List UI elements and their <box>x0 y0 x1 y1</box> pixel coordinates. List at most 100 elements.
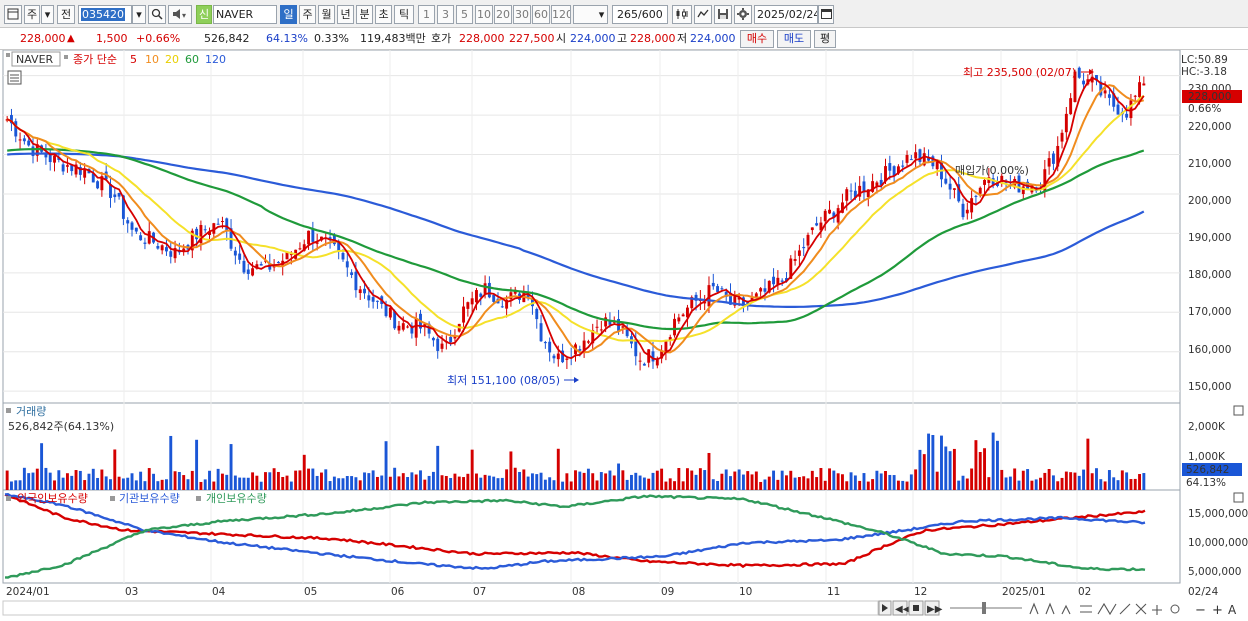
gear-icon[interactable] <box>734 5 752 24</box>
prev-button[interactable]: 전 <box>57 5 75 24</box>
zoom-out-icon[interactable]: − <box>1195 603 1206 618</box>
date-field[interactable]: 2025/02/24 <box>754 5 818 24</box>
volume-bar <box>711 479 715 490</box>
speaker-icon[interactable]: ▾ <box>168 5 192 24</box>
line-tool-icon[interactable] <box>694 5 712 24</box>
candle-body <box>483 283 487 294</box>
tab-second[interactable]: 초 <box>375 5 392 24</box>
stock-chart[interactable]: NAVER 종가 단순 5 10 20 60 120 최고 235,500 (0… <box>0 50 1248 621</box>
tab-week[interactable]: 주 <box>299 5 316 24</box>
tab-year[interactable]: 년 <box>337 5 354 24</box>
sell-button[interactable]: 매도 <box>777 30 811 48</box>
volume-bar <box>978 451 982 490</box>
volume-bar <box>251 472 255 490</box>
draw-tool-icon[interactable] <box>1080 605 1092 613</box>
ma120-line <box>7 152 1145 308</box>
interval-button[interactable]: 120 <box>551 5 571 24</box>
interval-button[interactable]: 3 <box>437 5 454 24</box>
volume-bar <box>582 472 586 490</box>
candle-body <box>117 192 121 197</box>
calendar-icon[interactable] <box>818 5 834 24</box>
candle-body <box>746 301 750 305</box>
bid-value: 228,000 <box>459 32 505 45</box>
interval-button[interactable]: 10 <box>475 5 493 24</box>
zoom-in-icon[interactable]: + <box>1212 603 1223 618</box>
candle-body <box>10 115 13 124</box>
volume-bars <box>5 432 1146 490</box>
volume-bar <box>100 469 104 490</box>
draw-tool-icon[interactable] <box>1135 603 1147 615</box>
horizontal-scrollbar[interactable] <box>2 600 879 616</box>
volume-bar <box>190 470 194 490</box>
volume-bar <box>518 471 521 490</box>
candle-body <box>651 351 655 362</box>
interval-button[interactable]: 5 <box>456 5 473 24</box>
volume-bar <box>888 474 892 490</box>
save-icon[interactable] <box>714 5 732 24</box>
volume-bar <box>940 435 943 490</box>
holding-panel-close-icon[interactable] <box>1233 492 1244 503</box>
forward-button[interactable] <box>924 600 940 616</box>
interval-button[interactable]: 60 <box>532 5 550 24</box>
candle-body <box>539 323 543 342</box>
candle-body <box>169 251 173 257</box>
interval-button[interactable]: 30 <box>513 5 531 24</box>
volume-bar <box>152 473 155 490</box>
interval-button[interactable]: 1 <box>418 5 435 24</box>
tab-tick[interactable]: 틱 <box>394 5 414 24</box>
tab-month[interactable]: 월 <box>318 5 335 24</box>
legend-ma60: 60 <box>185 53 199 66</box>
magnifier-icon[interactable] <box>1170 604 1180 614</box>
draw-tool-icon[interactable] <box>1045 602 1055 615</box>
volume-bar <box>483 474 487 490</box>
volume-bar <box>526 476 530 490</box>
draw-tool-icon[interactable] <box>1097 602 1117 616</box>
search-icon[interactable] <box>148 5 166 24</box>
code-dropdown-icon[interactable]: ▾ <box>132 5 146 24</box>
rewind-button[interactable] <box>892 600 908 616</box>
draw-tool-icon[interactable] <box>1029 602 1039 615</box>
draw-tool-icon[interactable] <box>1061 604 1071 615</box>
price-tick: 160,000 <box>1188 344 1231 356</box>
candle-body <box>853 190 857 198</box>
volume-panel-close-icon[interactable] <box>1233 405 1244 416</box>
candle-body <box>556 353 560 360</box>
count-field[interactable]: 265/600 <box>612 5 668 24</box>
candle-body <box>83 168 87 178</box>
font-size-icon[interactable]: A <box>1228 603 1237 617</box>
candle-type-icon[interactable] <box>672 5 692 24</box>
draw-tool-icon[interactable] <box>1119 603 1131 615</box>
market-selector[interactable]: 주 <box>24 5 40 24</box>
zoom-slider-handle[interactable] <box>982 602 986 614</box>
candle-body <box>109 184 112 198</box>
volume-bar <box>453 473 457 490</box>
volume-bar <box>281 476 285 490</box>
interval-button[interactable]: 20 <box>494 5 512 24</box>
market-dropdown-icon[interactable]: ▾ <box>41 5 54 24</box>
candle-body <box>681 314 685 317</box>
draw-tool-icon[interactable] <box>1152 605 1162 615</box>
tab-day[interactable]: 일 <box>280 5 297 24</box>
window-menu-icon[interactable] <box>4 5 22 24</box>
buy-button[interactable]: 매수 <box>740 30 774 48</box>
stock-name-field[interactable]: NAVER <box>213 5 277 24</box>
volume-bar <box>776 479 780 490</box>
candle-body <box>31 146 35 157</box>
candle-body <box>1069 98 1073 115</box>
evaluate-button[interactable]: 평 <box>814 30 836 48</box>
volume-bar <box>746 471 750 490</box>
candle-body <box>307 230 311 245</box>
volume-bar <box>1103 481 1107 490</box>
volume-bar <box>1077 475 1081 490</box>
volume-bar <box>931 434 935 490</box>
candle-body <box>1125 113 1129 118</box>
stock-code-input[interactable]: 035420 <box>78 5 132 24</box>
volume-bar <box>565 473 569 490</box>
scroll-controls: ◀◀ ▶▶ − + A <box>2 600 1237 618</box>
signal-badge[interactable]: 신 <box>196 5 212 24</box>
volume-bar <box>367 473 371 490</box>
interval-dropdown-icon[interactable]: ▾ <box>596 5 608 24</box>
volume-bar <box>302 454 306 490</box>
tab-minute[interactable]: 분 <box>356 5 373 24</box>
volume-bar <box>449 478 453 490</box>
